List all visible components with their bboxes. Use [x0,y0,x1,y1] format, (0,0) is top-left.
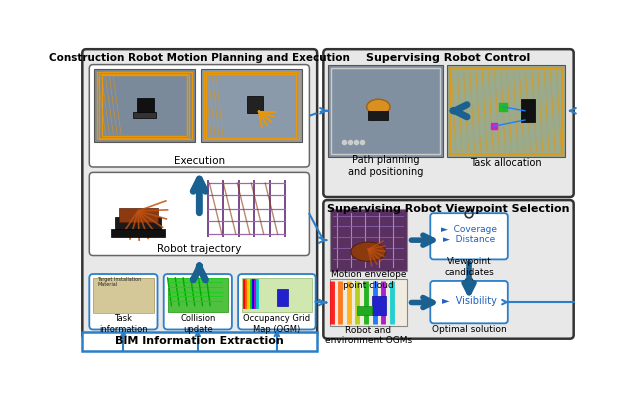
Text: Task
information: Task information [99,314,148,334]
Bar [132,112,156,118]
Text: Target Installation: Target Installation [97,277,141,282]
Bar [115,217,161,234]
Bar [242,278,312,312]
Bar [102,75,187,136]
Bar [277,289,288,306]
Bar [356,306,372,315]
Bar [97,72,191,139]
Text: Robot trajectory: Robot trajectory [157,245,241,254]
Bar [83,332,317,351]
Text: Task allocation: Task allocation [470,158,542,168]
Text: Supervising Robot Viewpoint Selection: Supervising Robot Viewpoint Selection [327,204,570,214]
Bar [99,74,189,138]
Bar [330,279,407,326]
Bar [248,96,263,113]
Bar [119,208,157,222]
Bar [111,229,165,237]
FancyBboxPatch shape [323,49,573,197]
FancyBboxPatch shape [430,281,508,323]
FancyBboxPatch shape [83,49,317,339]
Bar [368,111,388,120]
Bar [328,65,443,157]
Bar [206,74,296,138]
FancyBboxPatch shape [90,274,157,330]
Text: ►  Coverage
►  Distance: ► Coverage ► Distance [441,225,497,245]
FancyBboxPatch shape [164,274,232,330]
Text: Material: Material [97,282,117,287]
Text: Robot and
environment OGMs: Robot and environment OGMs [324,326,412,345]
Text: Viewpoint
candidates: Viewpoint candidates [444,257,494,277]
Bar [94,69,195,143]
Text: Supervising Robot Control: Supervising Robot Control [366,54,531,64]
Text: Execution: Execution [174,156,225,166]
Bar [136,98,154,114]
Bar [168,278,228,312]
Text: Occupancy Grid
Map (OGM): Occupancy Grid Map (OGM) [243,314,310,334]
Bar [331,67,440,154]
Bar [201,69,301,143]
Bar [447,65,565,157]
Ellipse shape [351,242,386,261]
Bar [451,67,562,154]
Text: Optimal solution: Optimal solution [431,325,506,334]
Text: Construction Robot Motion Planning and Execution: Construction Robot Motion Planning and E… [49,54,350,64]
FancyBboxPatch shape [430,213,508,259]
Bar [521,99,535,122]
FancyBboxPatch shape [90,65,309,167]
Text: Collision
update: Collision update [180,314,216,334]
Bar [330,209,407,271]
Bar [372,296,386,315]
Bar [93,278,154,312]
Text: Path planning
and positioning: Path planning and positioning [348,155,423,177]
Bar [93,278,154,312]
Ellipse shape [367,99,390,115]
Text: Motion envelope
point cloud: Motion envelope point cloud [330,270,406,290]
FancyBboxPatch shape [90,172,309,256]
Text: BIM Information Extraction: BIM Information Extraction [115,336,284,347]
Text: ►  Visibility: ► Visibility [442,296,497,306]
Bar [204,72,298,139]
FancyBboxPatch shape [323,200,573,339]
FancyBboxPatch shape [238,274,316,330]
